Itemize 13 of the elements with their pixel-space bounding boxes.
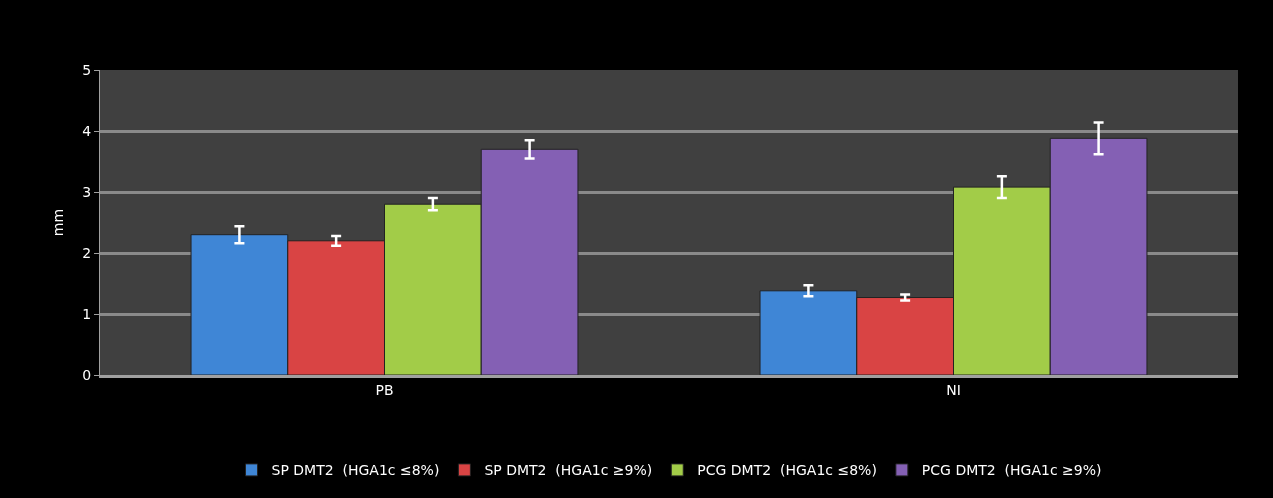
y-tick-label: 4 xyxy=(82,122,92,139)
y-tick-label: 0 xyxy=(82,366,92,383)
y-tick-label: 2 xyxy=(82,244,92,261)
legend-label: SP DMT2 (HGA1c ≤8%) xyxy=(271,462,440,479)
y-tick-label: 5 xyxy=(82,61,92,78)
y-axis-title: mm xyxy=(49,208,66,237)
y-tick-label: 1 xyxy=(82,305,92,322)
legend-label: SP DMT2 (HGA1c ≥9%) xyxy=(484,462,653,479)
x-tick-label: NI xyxy=(946,381,961,398)
legend-label: PCG DMT2 (HGA1c ≤8%) xyxy=(697,462,877,479)
legend-label: PCG DMT2 (HGA1c ≥9%) xyxy=(921,462,1102,479)
x-tick-label: PB xyxy=(375,381,394,398)
y-tick-label: 3 xyxy=(82,183,92,200)
